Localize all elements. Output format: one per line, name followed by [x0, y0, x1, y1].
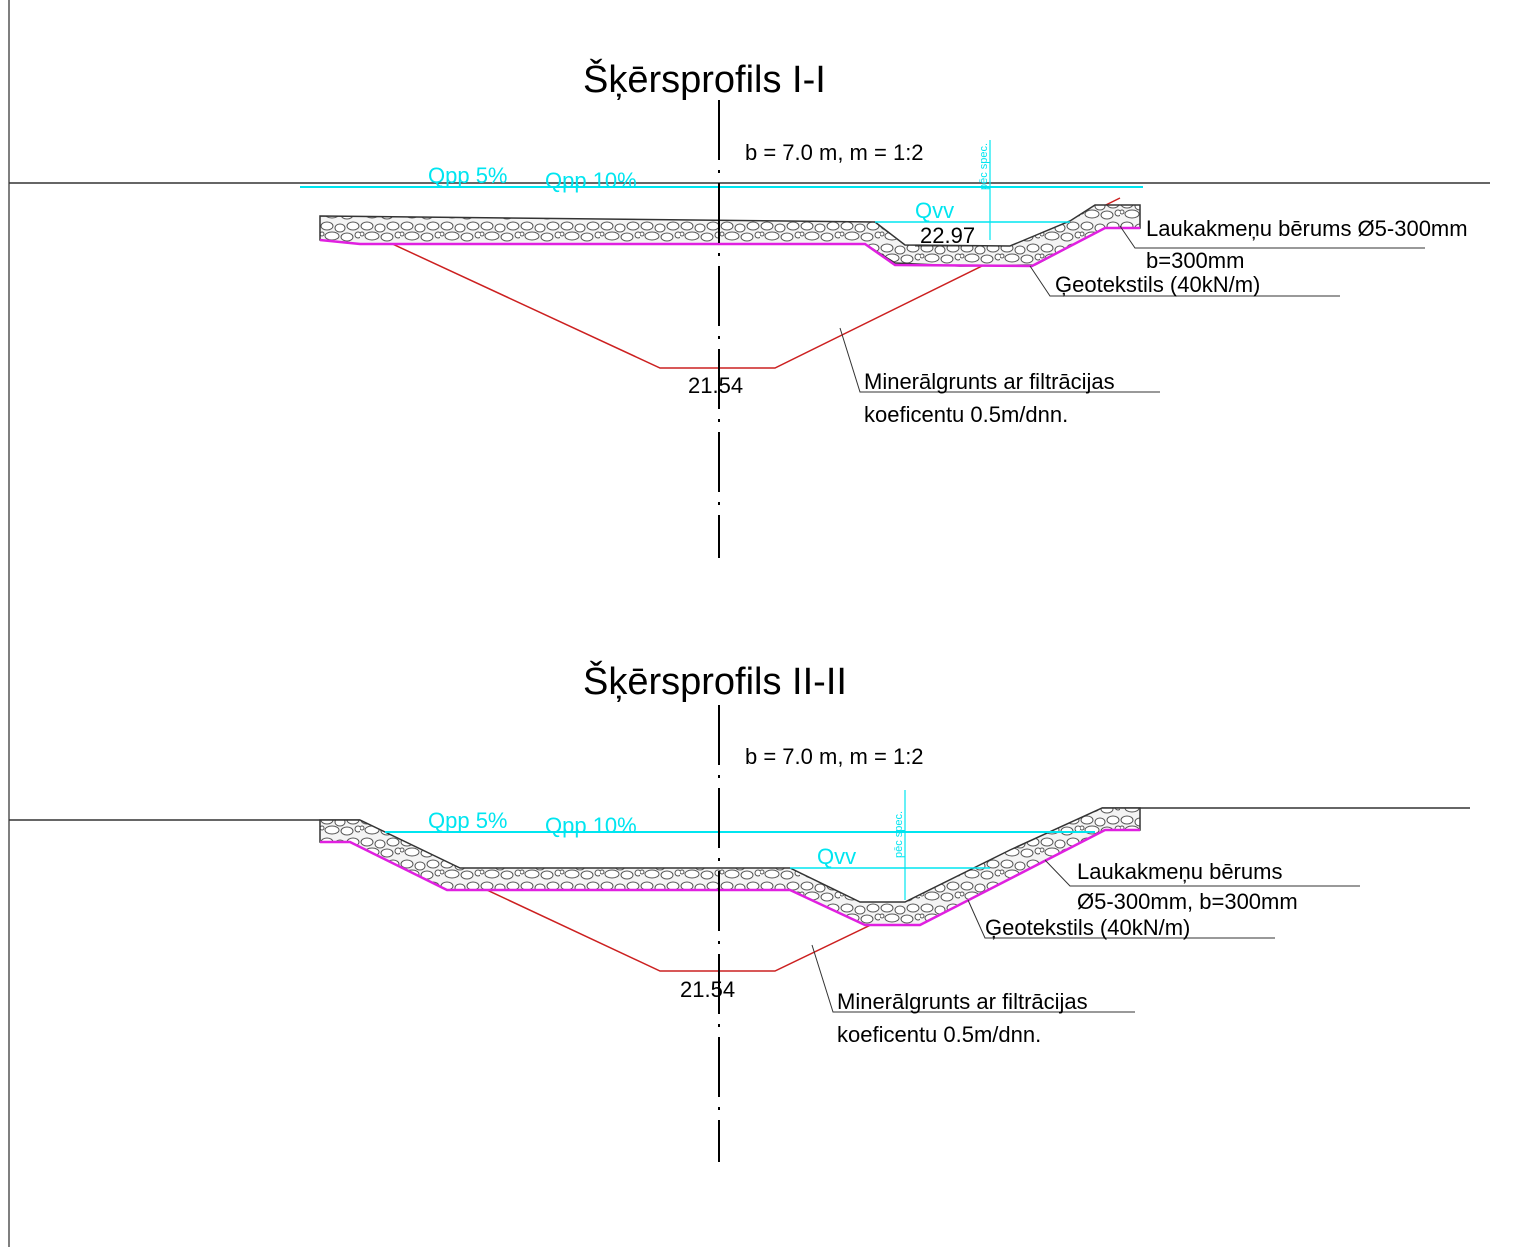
profile-1: Šķērsprofils I-I b = 7.0 m, m = 1:2 pēc … — [9, 57, 1490, 558]
profile-2-spec-label: pēc spec. — [893, 811, 905, 858]
profile-2-mineral-label-line1: Minerālgrunts ar filtrācijas — [837, 989, 1088, 1014]
profile-1-geotextile-line — [319, 226, 1140, 268]
profile-1-title: Šķērsprofils I-I — [583, 57, 826, 101]
profile-1-mineral-soil-line — [344, 197, 1121, 369]
profile-2-level-bottom: 21.54 — [680, 977, 735, 1002]
profile-2: Šķērsprofils II-II b = 7.0 m, m = 1:2 pē… — [9, 659, 1470, 1162]
profile-1-stone-leader — [1119, 225, 1425, 249]
profile-1-mineral-label-line2: koeficentu 0.5m/dnn. — [864, 402, 1068, 427]
profile-2-title: Šķērsprofils II-II — [583, 659, 847, 703]
profile-1-stone-label-line1: Laukakmeņu bērums Ø5-300mm — [1146, 216, 1468, 241]
profile-2-stone-leader — [1044, 859, 1360, 887]
profile-1-stone-fill — [319, 204, 1141, 267]
profile-2-mineral-leader — [811, 944, 1135, 1013]
profile-1-mineral-leader — [839, 327, 1160, 393]
profile-2-dims: b = 7.0 m, m = 1:2 — [745, 744, 924, 769]
profile-2-stone-label-line1: Laukakmeņu bērums — [1077, 859, 1282, 884]
profile-2-qpp10-label: Qpp 10% — [545, 813, 637, 838]
profile-2-geotextile-label: Ģeotekstils (40kN/m) — [985, 915, 1190, 940]
profile-1-qpp5-label: Qpp 5% — [428, 163, 508, 188]
profile-1-geotextile-leader — [1029, 265, 1340, 297]
profile-1-mineral-label-line1: Minerālgrunts ar filtrācijas — [864, 369, 1115, 394]
profile-2-stone-label-line2: Ø5-300mm, b=300mm — [1077, 889, 1298, 914]
profile-1-spec-label: pēc spec. — [978, 143, 990, 190]
profile-1-level-top: 22.97 — [920, 223, 975, 248]
profile-2-mineral-label-line2: koeficentu 0.5m/dnn. — [837, 1022, 1041, 1047]
profile-2-geotextile-leader — [967, 899, 1275, 939]
profile-1-qvv-label: Qvv — [915, 198, 954, 223]
profile-2-geotextile-line — [320, 828, 1140, 927]
profile-1-stone-label-line2: b=300mm — [1146, 248, 1244, 273]
profile-1-qpp10-label: Qpp 10% — [545, 168, 637, 193]
profile-2-mineral-soil-line — [379, 821, 1086, 972]
profile-2-qvv-label: Qvv — [817, 844, 856, 869]
profile-1-level-bottom: 21.54 — [688, 373, 743, 398]
profile-1-dims: b = 7.0 m, m = 1:2 — [745, 140, 924, 165]
profile-1-geotextile-label: Ģeotekstils (40kN/m) — [1055, 272, 1260, 297]
profile-2-qpp5-label: Qpp 5% — [428, 808, 508, 833]
